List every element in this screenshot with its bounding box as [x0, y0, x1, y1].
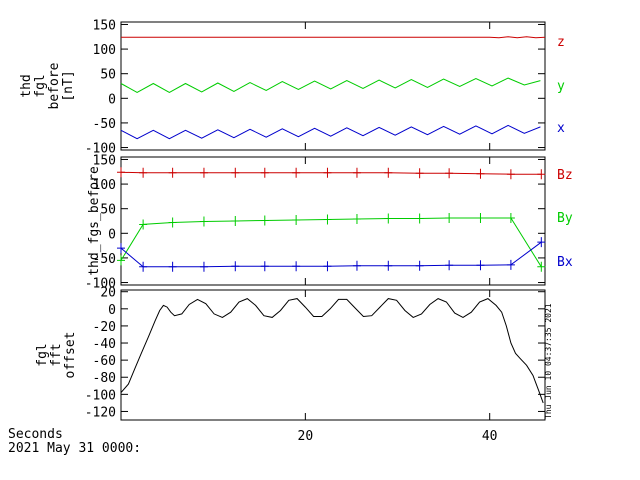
data-point-Bx	[199, 261, 208, 272]
y-axis-label: [nT]	[61, 70, 76, 101]
x-axis-title: Seconds	[8, 427, 63, 442]
data-point-Bz	[537, 169, 546, 180]
data-point-Bx	[117, 243, 125, 254]
data-point-Bx	[384, 260, 393, 271]
data-point-Bx	[292, 261, 301, 272]
legend-Bx: Bx	[557, 255, 573, 270]
data-point-Bz	[506, 169, 515, 180]
x-axis-start-date: 2021 May 31 0000:	[8, 441, 141, 456]
y-tick-label: -100	[85, 388, 116, 403]
y-tick-label: 0	[108, 227, 116, 242]
y-axis-label: offset	[63, 332, 78, 379]
series-line-Bx	[120, 241, 542, 268]
legend-By: By	[557, 211, 573, 226]
y-tick-label: 150	[93, 18, 116, 33]
y-axis-label: fgl	[35, 343, 50, 366]
data-point-By	[231, 216, 240, 226]
data-point-Bz	[384, 167, 393, 178]
data-point-Bx	[445, 260, 454, 271]
x-tick-label: 40	[482, 429, 498, 444]
panel-3: -120 -100 -80 -60 -40 -20 0 20 20 40 fgl fft offset	[35, 286, 546, 444]
series-line-By	[120, 217, 542, 268]
data-point-Bx	[323, 261, 332, 272]
legend-Bz: Bz	[557, 168, 573, 183]
data-point-By	[292, 215, 301, 226]
data-point-Bx	[139, 261, 148, 272]
data-point-By	[260, 215, 269, 226]
data-point-By	[415, 213, 424, 224]
y-axis-label: fgl	[33, 74, 48, 97]
data-point-Bz	[415, 168, 424, 179]
data-point-Bx	[260, 261, 269, 272]
data-point-Bz	[168, 167, 177, 178]
legend-x: x	[557, 121, 565, 136]
data-point-Bz	[117, 167, 125, 178]
data-point-By	[352, 214, 361, 225]
data-point-Bz	[323, 167, 332, 178]
legend-y: y	[557, 79, 565, 94]
y-tick-label: 50	[100, 203, 116, 218]
y-tick-label: -60	[93, 354, 116, 369]
y-tick-label: -80	[93, 371, 116, 386]
series-line-offset	[120, 298, 544, 404]
data-point-Bx	[168, 261, 177, 272]
plot-frame	[120, 21, 546, 151]
legend-z: z	[557, 35, 565, 50]
data-point-Bx	[231, 261, 240, 272]
y-axis-label: fft	[49, 343, 64, 366]
data-point-By	[323, 214, 332, 225]
data-point-By	[117, 255, 125, 266]
data-point-Bx	[476, 260, 485, 271]
y-tick-label: -120	[85, 405, 116, 420]
data-point-Bx	[506, 259, 515, 270]
data-point-Bz	[292, 167, 301, 178]
series-line-z	[121, 36, 546, 39]
data-point-Bz	[199, 167, 208, 178]
data-point-By	[139, 219, 148, 230]
data-point-Bz	[476, 168, 485, 179]
panel-1: -100 -50 0 50 100 150 thd fgl before [nT] z y x	[19, 18, 565, 156]
y-axis-label: before	[47, 62, 62, 109]
plot-frame	[120, 289, 546, 421]
data-point-Bz	[139, 167, 148, 178]
series-line-y	[120, 77, 541, 93]
y-tick-label: -50	[93, 117, 116, 132]
y-tick-label: 150	[93, 153, 116, 168]
data-point-By	[384, 213, 393, 224]
data-point-By	[506, 213, 515, 224]
y-tick-label: 0	[108, 92, 116, 107]
data-point-By	[476, 213, 485, 224]
data-point-Bx	[415, 260, 424, 271]
data-point-Bz	[260, 167, 269, 178]
data-point-Bz	[445, 168, 454, 179]
y-tick-label: -40	[93, 337, 116, 352]
y-tick-label: -100	[85, 142, 116, 157]
y-axis-label: thd_fgs_before	[87, 166, 102, 276]
data-point-By	[445, 213, 454, 224]
y-tick-label: -20	[93, 320, 116, 335]
y-axis-label: thd	[19, 74, 34, 97]
timestamp: Thu Jun 10 04:37:35 2021	[544, 303, 553, 419]
y-tick-label: -100	[85, 277, 116, 292]
y-tick-label: 0	[108, 303, 116, 318]
y-tick-label: -50	[93, 252, 116, 267]
y-tick-label: 100	[93, 178, 116, 193]
data-point-Bx	[352, 260, 361, 271]
data-point-Bz	[352, 167, 361, 178]
y-tick-label: 20	[100, 286, 116, 301]
y-tick-label: 100	[93, 43, 116, 58]
plot-frame	[120, 156, 546, 286]
y-tick-label: 50	[100, 68, 116, 83]
data-point-By	[168, 217, 177, 228]
x-tick-label: 20	[298, 429, 314, 444]
data-point-By	[199, 216, 208, 227]
data-point-Bz	[231, 167, 240, 178]
data-point-Bx	[537, 237, 546, 248]
data-point-By	[537, 261, 546, 272]
series-line-x	[120, 124, 541, 140]
